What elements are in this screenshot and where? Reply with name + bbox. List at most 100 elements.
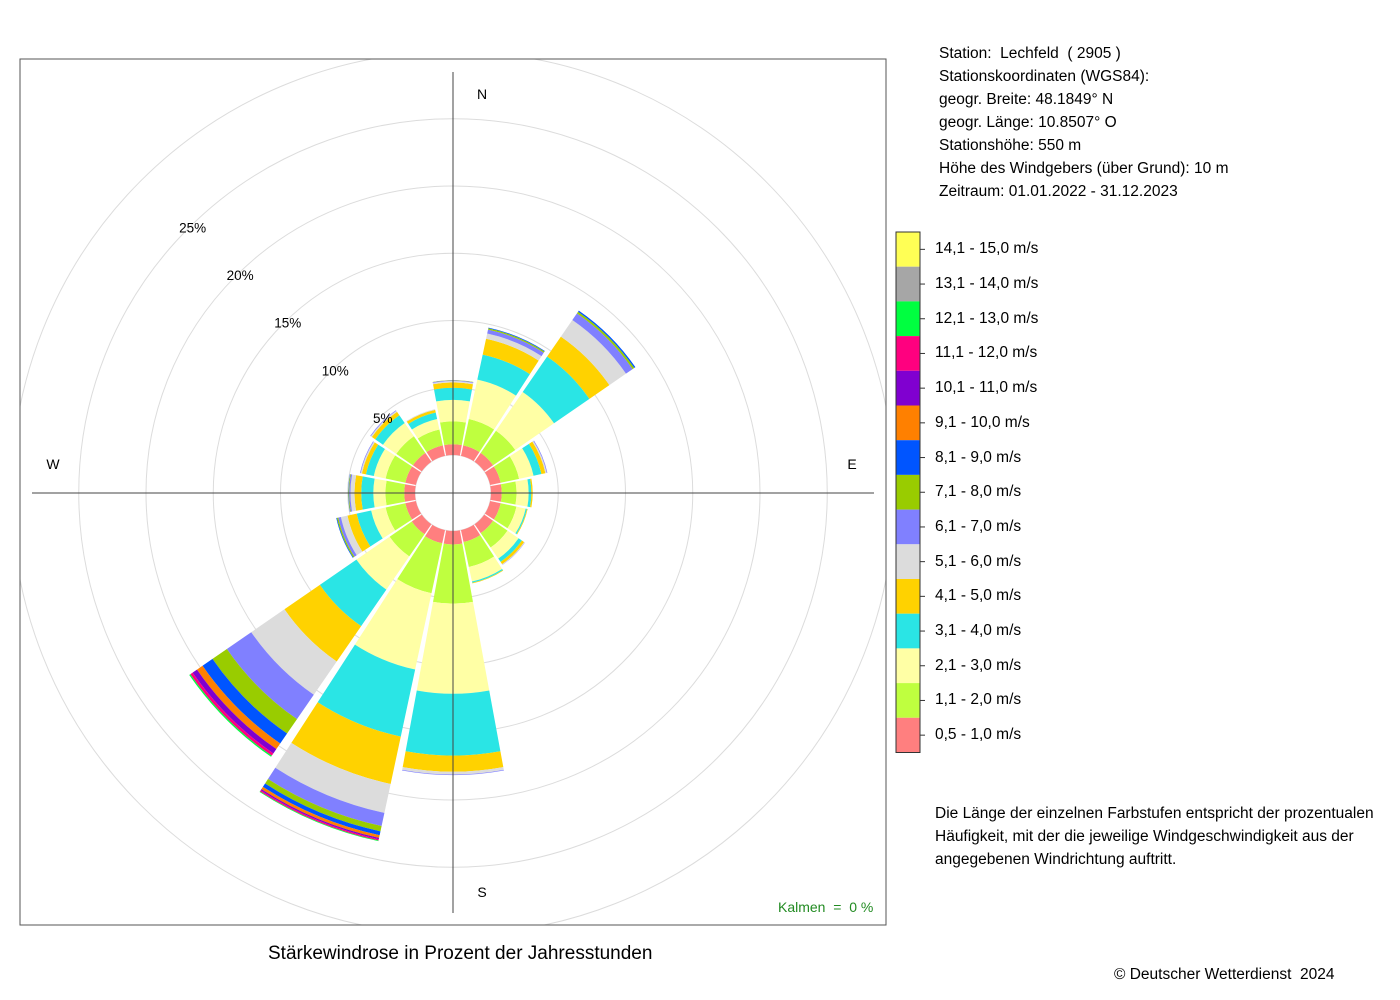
- sector-NNE-class-7: [487, 329, 544, 357]
- sector-SSE-class-5: [472, 570, 504, 584]
- sector-NNE-class-8: [488, 328, 545, 353]
- sector-W-class-9: [348, 474, 351, 512]
- sector-SW-class-9: [202, 658, 288, 744]
- sector-WSW-class-3: [371, 507, 396, 539]
- sector-SE-class-1: [474, 514, 494, 534]
- sector-NNE-class-3: [468, 379, 517, 430]
- sector-NE-class-8: [576, 311, 635, 370]
- legend-label: 7,1 - 8,0 m/s: [935, 483, 1022, 501]
- sector-NNW-class-6: [406, 409, 436, 422]
- sector-SSW-class-1: [425, 524, 446, 544]
- direction-label-E: E: [847, 456, 856, 472]
- sector-WSW-class-5: [347, 513, 371, 552]
- station-info-line: Stationskoordinaten (WGS84):: [939, 68, 1150, 85]
- sector-NNW-class-3: [411, 419, 440, 439]
- sector-ENE-class-2: [493, 456, 520, 483]
- legend-swatch: [896, 405, 920, 441]
- radial-tick-label: 10%: [322, 363, 349, 378]
- sector-SE-class-3: [490, 530, 519, 559]
- sector-NE-class-3: [495, 391, 555, 451]
- sector-NNW-class-2: [417, 429, 443, 453]
- legend-label: 13,1 - 14,0 m/s: [935, 275, 1039, 293]
- legend-label: 11,1 - 12,0 m/s: [935, 344, 1038, 362]
- sector-ESE-class-3: [507, 506, 526, 534]
- sector-SW-class-5: [284, 584, 362, 662]
- sector-NE-class-1: [474, 452, 494, 472]
- radial-tick-label: 25%: [179, 221, 206, 236]
- sector-NNW-class-5: [406, 409, 436, 424]
- sector-SW-class-4: [319, 559, 387, 627]
- station-info-line: Höhe des Windgebers (über Grund): 10 m: [939, 160, 1229, 177]
- sector-NE-class-5: [547, 336, 610, 399]
- legend-label: 9,1 - 10,0 m/s: [935, 413, 1030, 431]
- legend-swatch: [896, 509, 920, 545]
- sector-W-class-8: [348, 474, 351, 512]
- station-info-line: Station: Lechfeld ( 2905 ): [939, 45, 1121, 62]
- legend-swatch: [896, 440, 920, 475]
- sector-SSW-class-3: [354, 579, 432, 670]
- sector-WSW-class-7: [338, 517, 357, 557]
- sector-NW-class-6: [370, 410, 398, 438]
- sector-WNW-class-6: [360, 441, 375, 474]
- sector-SSW-class-2: [397, 536, 443, 594]
- legend-label: 14,1 - 15,0 m/s: [935, 240, 1039, 258]
- legend-swatch: [896, 613, 920, 649]
- legend-swatch: [896, 717, 920, 753]
- sector-SW-class-11: [192, 669, 277, 754]
- sector-SSW-class-4: [317, 644, 416, 737]
- axes: N E S W 5% 10% 15% 20% 25%: [32, 72, 874, 913]
- direction-label-N: N: [477, 86, 487, 102]
- sector-SSW-class-9: [262, 783, 381, 836]
- sector-SSW-class-6: [275, 742, 391, 813]
- station-info-line: geogr. Länge: 10.8507° O: [939, 114, 1117, 131]
- legend-swatch: [896, 266, 920, 302]
- sector-W-class-7: [349, 474, 353, 512]
- sector-NNE-class-1: [460, 445, 480, 462]
- sector-ESE-class-4: [515, 508, 527, 535]
- sector-NE-class-7: [572, 313, 633, 374]
- legend-label: 6,1 - 7,0 m/s: [935, 517, 1022, 535]
- sector-WSW-class-6: [340, 515, 363, 556]
- note-line: Häufigkeit, mit der die jeweilige Windge…: [935, 828, 1354, 845]
- sector-SW-class-7: [226, 632, 314, 720]
- legend-swatch: [896, 232, 920, 267]
- sector-NNE-class-4: [477, 354, 530, 396]
- sector-ENE-class-5: [528, 441, 546, 475]
- legend-frame: [895, 231, 921, 753]
- note-line: Die Länge der einzelnen Farbstufen entsp…: [935, 805, 1374, 822]
- sector-WNW-class-3: [373, 448, 396, 479]
- sector-NNE-class-6: [486, 333, 542, 361]
- legend-label: 8,1 - 9,0 m/s: [935, 448, 1022, 466]
- sector-SSW-class-10: [261, 786, 380, 838]
- sector-SE-class-2: [480, 520, 508, 548]
- radial-tick-label: 5%: [373, 411, 393, 426]
- sector-SW-class-2: [389, 521, 425, 557]
- sector-SSE-class-3: [468, 556, 503, 582]
- sector-NNW-class-4: [408, 412, 438, 430]
- sector-NNW-class-1: [426, 445, 446, 462]
- radial-tick-label: 15%: [274, 316, 301, 331]
- sector-SSW-class-5: [291, 702, 401, 784]
- sector-SW-class-8: [212, 648, 298, 734]
- sector-SE-class-4: [498, 538, 522, 562]
- sector-WNW-class-5: [361, 442, 379, 475]
- sector-SW-class-1: [411, 514, 432, 535]
- sector-NW-class-1: [412, 452, 432, 472]
- sector-SSE-class-1: [460, 524, 481, 542]
- sector-WSW-class-4: [356, 510, 383, 547]
- sector-WNW-class-4: [365, 444, 385, 477]
- sector-ESE-class-2: [493, 503, 517, 529]
- copyright: © Deutscher Wetterdienst 2024: [1114, 966, 1335, 983]
- sector-N-class-8: [432, 380, 474, 383]
- legend-swatch: [896, 648, 920, 684]
- direction-label-S: S: [477, 884, 486, 900]
- sector-NNE-class-5: [482, 338, 539, 375]
- sector-NE-class-2: [480, 430, 516, 466]
- legend-swatch: [896, 474, 920, 510]
- legend-swatch: [896, 301, 920, 337]
- legend-label: 2,1 - 3,0 m/s: [935, 656, 1022, 674]
- sector-SW-class-6: [251, 609, 337, 695]
- sector-ENE-class-1: [484, 466, 501, 486]
- legend-label: 10,1 - 11,0 m/s: [935, 379, 1038, 397]
